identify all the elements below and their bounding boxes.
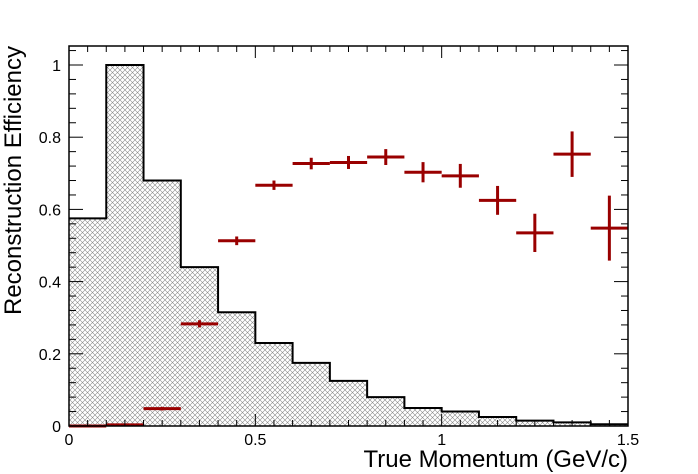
axes-layer: 0 0.5 1 1.5 0 0.2 0.4 0.6 0.8 1 xyxy=(39,45,639,449)
histogram-layer xyxy=(69,64,628,426)
y-tick-label: 0.6 xyxy=(39,202,61,219)
efficiency-point xyxy=(516,213,554,252)
efficiency-point xyxy=(367,149,405,165)
efficiency-point xyxy=(180,320,219,328)
y-tick-label: 0.2 xyxy=(39,347,61,364)
x-tick-label: 1.5 xyxy=(617,432,639,449)
histogram-fill xyxy=(69,65,628,426)
efficiency-point xyxy=(441,163,479,188)
y-tick-label: 0 xyxy=(52,419,61,436)
x-tick-label: 0 xyxy=(65,432,74,449)
x-tick-label: 1 xyxy=(437,432,446,449)
efficiency-point xyxy=(255,180,293,190)
y-axis-label: Reconstruction Efficiency xyxy=(0,46,27,315)
y-tick-label: 0.8 xyxy=(39,130,61,147)
y-tick-label: 0.4 xyxy=(39,275,61,292)
efficiency-point xyxy=(553,131,591,177)
efficiency-point xyxy=(329,155,368,169)
efficiency-point xyxy=(478,185,517,215)
histogram-outline xyxy=(69,64,628,426)
efficiency-point xyxy=(218,236,256,246)
efficiency-point xyxy=(143,406,181,411)
x-axis-label: True Momentum (GeV/c) xyxy=(363,446,628,473)
efficiency-point xyxy=(292,157,330,170)
efficiency-point xyxy=(590,195,628,261)
y-tick-label: 1 xyxy=(52,58,61,75)
efficiency-point xyxy=(404,162,442,183)
efficiency-points-layer xyxy=(69,131,628,428)
x-tick-label: 0.5 xyxy=(244,432,266,449)
